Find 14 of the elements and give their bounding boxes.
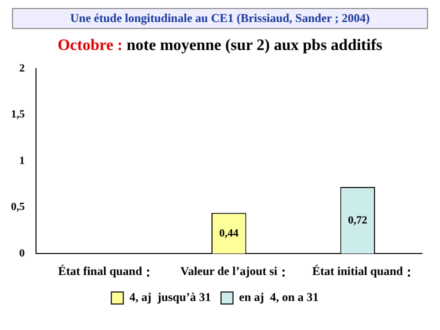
- y-tick-label: 2: [19, 62, 26, 74]
- x-tick-label: Valeur de l’ajout si: [180, 264, 278, 278]
- legend-label: 4, aj jusqu’à 31: [129, 290, 212, 304]
- text: Une étude longitudinale au CE1 (Brissiaud, Sander ; 2004): [12, 8, 428, 29]
- chart-title: Octobre : note moyenne (sur 2) aux pbs additifs: [58, 37, 382, 54]
- y-tick-label: 0,5: [11, 201, 26, 214]
- data-label: 0,72: [348, 214, 368, 227]
- y-tick-label: 1: [19, 154, 25, 167]
- y-tick-label: 0: [19, 247, 26, 260]
- x-tick-label: État final quand: [58, 264, 142, 278]
- data-label: 0,44: [219, 228, 239, 240]
- legend-label: en aj 4, on a 31: [239, 290, 319, 304]
- y-tick-label: 1,5: [11, 108, 26, 121]
- x-tick-label: État initial quand: [312, 264, 404, 278]
